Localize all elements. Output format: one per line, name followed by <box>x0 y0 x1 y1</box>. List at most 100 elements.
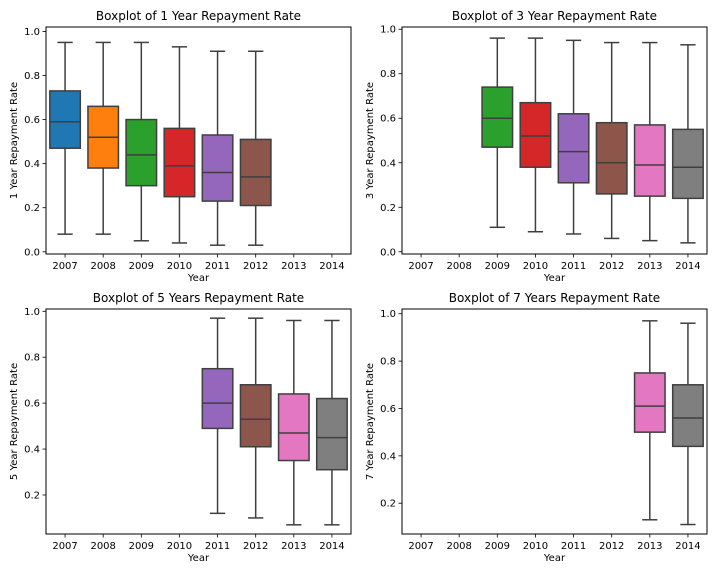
box-body <box>315 397 348 471</box>
y-tick-label: 0.6 <box>380 114 396 125</box>
x-tick-label: 2010 <box>523 261 548 272</box>
x-tick-label: 2014 <box>319 541 344 552</box>
axes-frame <box>401 26 708 255</box>
y-axis-label: 1 Year Repayment Rate <box>9 82 20 199</box>
box-2008 <box>87 41 120 235</box>
y-tick-label: 0.4 <box>24 159 40 170</box>
y-tick-label: 0.8 <box>24 353 40 364</box>
box-2010 <box>163 46 196 244</box>
box-2010 <box>519 37 552 233</box>
x-tick-label: 2014 <box>319 261 344 272</box>
y-tick-label: 0.6 <box>24 115 40 126</box>
box-2014 <box>671 44 704 244</box>
box-body <box>163 127 196 198</box>
y-tick-label: 0.8 <box>380 69 396 80</box>
y-tick-label: 0.2 <box>24 203 40 214</box>
box-body <box>595 121 628 195</box>
chart-title: Boxplot of 3 Year Repayment Rate <box>452 9 657 23</box>
x-tick-label: 2013 <box>281 541 306 552</box>
chart-panel-4: 0.2 0.4 0.6 0.8 1.0 2007 2008 2009 2010 2011 2012 2… <box>365 291 708 564</box>
box-2011 <box>201 50 234 246</box>
box-body <box>201 134 234 202</box>
x-tick-label: 2009 <box>129 261 154 272</box>
y-tick-label: 0.4 <box>24 445 40 456</box>
box-body <box>671 128 704 200</box>
box-2012 <box>239 50 272 246</box>
box-body <box>519 101 552 168</box>
box-body <box>557 113 590 184</box>
box-2012 <box>239 317 272 519</box>
x-tick-label: 2010 <box>167 261 192 272</box>
x-tick-label: 2012 <box>243 541 268 552</box>
box-2011 <box>201 317 234 515</box>
x-tick-label: 2013 <box>281 261 306 272</box>
y-tick-label: 0.2 <box>380 499 396 510</box>
box-2014 <box>671 322 704 526</box>
x-tick-label: 2010 <box>523 541 548 552</box>
x-tick-label: 2012 <box>599 541 624 552</box>
box-body <box>201 367 234 430</box>
box-2011 <box>557 39 590 235</box>
x-tick-label: 2009 <box>129 541 154 552</box>
axes-frame <box>401 308 708 535</box>
y-tick-label: 0.0 <box>24 247 40 258</box>
y-tick-label: 0.6 <box>380 404 396 415</box>
x-tick-label: 2008 <box>90 541 115 552</box>
box-body <box>633 124 666 197</box>
x-tick-label: 2010 <box>167 541 192 552</box>
y-tick-label: 0.2 <box>380 203 396 214</box>
y-tick-label: 0.4 <box>380 158 396 169</box>
y-tick-label: 0.8 <box>380 357 396 368</box>
x-axis-label: Year <box>187 553 210 564</box>
box-body <box>125 118 158 187</box>
box-2009 <box>125 41 158 242</box>
y-tick-label: 1.0 <box>380 25 396 36</box>
x-tick-label: 2008 <box>446 261 471 272</box>
box-body <box>671 384 704 448</box>
box-body <box>239 384 272 448</box>
chart-title: Boxplot of 7 Years Repayment Rate <box>449 291 660 305</box>
y-tick-label: 0.4 <box>380 451 396 462</box>
x-tick-label: 2014 <box>675 541 700 552</box>
y-axis-label: 7 Year Repayment Rate <box>365 363 376 480</box>
x-tick-label: 2011 <box>561 261 586 272</box>
y-tick-label: 0.2 <box>24 490 40 501</box>
x-tick-label: 2011 <box>205 261 230 272</box>
x-tick-label: 2013 <box>637 261 662 272</box>
x-tick-label: 2014 <box>675 261 700 272</box>
x-tick-label: 2013 <box>637 541 662 552</box>
box-2012 <box>595 41 628 240</box>
x-tick-label: 2009 <box>485 541 510 552</box>
box-body <box>239 138 272 207</box>
chart-panel-2: 0.0 0.2 0.4 0.6 0.8 1.0 2007 2008 2009 2010 2011 20… <box>365 9 708 284</box>
chart-panel-3: 0.2 0.4 0.6 0.8 1.0 2007 2008 2009 2010 2011 2012 2… <box>9 291 352 564</box>
x-tick-label: 2007 <box>408 261 433 272</box>
y-tick-label: 1.0 <box>24 27 40 38</box>
box-body <box>49 90 82 149</box>
x-axis-label: Year <box>187 273 210 284</box>
chart-title: Boxplot of 5 Years Repayment Rate <box>93 291 304 305</box>
axes-frame <box>45 308 352 535</box>
x-tick-label: 2011 <box>561 541 586 552</box>
box-2014 <box>315 319 348 526</box>
box-body <box>633 372 666 433</box>
chart-title: Boxplot of 1 Year Repayment Rate <box>96 9 301 23</box>
x-tick-label: 2012 <box>599 261 624 272</box>
x-tick-label: 2007 <box>52 261 77 272</box>
x-tick-label: 2007 <box>52 541 77 552</box>
y-axis-label: 3 Year Repayment Rate <box>365 82 376 199</box>
y-tick-label: 0.0 <box>380 247 396 258</box>
box-body <box>277 393 310 462</box>
box-2007 <box>49 41 82 235</box>
y-tick-label: 0.8 <box>24 71 40 82</box>
x-axis-label: Year <box>543 273 566 284</box>
x-axis-label: Year <box>543 553 566 564</box>
y-tick-label: 1.0 <box>380 309 396 320</box>
x-tick-label: 2011 <box>205 541 230 552</box>
y-tick-label: 1.0 <box>24 307 40 318</box>
x-tick-label: 2012 <box>243 261 268 272</box>
box-2013 <box>633 41 666 242</box>
box-2013 <box>277 319 310 526</box>
y-tick-label: 0.6 <box>24 399 40 410</box>
